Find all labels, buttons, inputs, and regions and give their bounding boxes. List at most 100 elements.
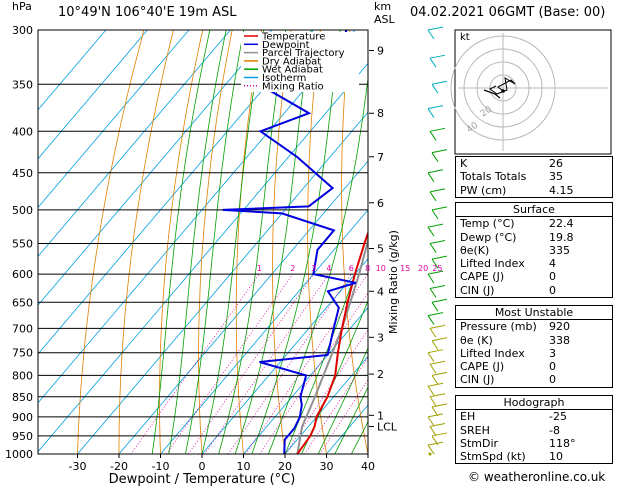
index-label: Totals Totals: [460, 170, 527, 184]
hodo-label: EH: [460, 410, 476, 424]
temperature-tick-label: 0: [199, 460, 206, 473]
wet-adiabat-line: [151, 30, 211, 454]
legend-label: Dewpoint: [262, 40, 310, 51]
surface-title: Surface: [513, 203, 555, 216]
mixing-ratio-label: 8: [365, 264, 370, 273]
wind-barb-flag: [429, 393, 446, 398]
pressure-tick-label: 850: [12, 391, 33, 404]
wind-barb-flag: [427, 312, 444, 317]
wind-barb: [431, 298, 448, 312]
dry-adiabat-line: [77, 30, 145, 454]
copyright-footer[interactable]: © weatheronline.co.uk: [468, 470, 606, 484]
hodograph: kt 20 40: [450, 29, 612, 155]
wind-barb: [429, 54, 446, 68]
km-tick-label: 5: [377, 243, 384, 256]
wind-barb-flag: [429, 127, 446, 132]
surface-value: 335: [549, 243, 570, 257]
km-tick-label: 1: [377, 409, 384, 422]
km-tick-label: 4: [377, 285, 384, 298]
surface-label: CAPE (J): [460, 270, 505, 284]
temperature-tick-label: -20: [110, 460, 128, 473]
wind-barb: [431, 371, 448, 385]
isotherm-line: [38, 30, 314, 355]
wind-barb-flag: [427, 382, 444, 387]
dry-adiabat-line: [159, 30, 204, 454]
hodo-value: -8: [549, 423, 560, 437]
surface-label: Lifted Index: [460, 257, 525, 271]
temperature-tick-label: -10: [152, 460, 170, 473]
mixing-ratio-line: [227, 273, 352, 454]
wind-barb: [427, 441, 444, 455]
hodograph-storm-motion: [501, 89, 505, 93]
wind-barb-staff: [429, 288, 437, 298]
wind-barb-flag: [431, 371, 448, 376]
hodo-value: 118°: [549, 436, 576, 450]
temperature-tick-label: 30: [320, 460, 334, 473]
most-unstable-title: Most Unstable: [494, 306, 574, 319]
isotherm-line: [118, 160, 368, 454]
wind-barb-surface: [428, 452, 432, 456]
temperature-profile: [296, 230, 368, 454]
wind-barb-staff: [427, 29, 435, 40]
surface-value: 22.4: [549, 217, 574, 231]
wind-barb-staff: [429, 191, 437, 202]
pressure-tick-label: 800: [12, 369, 33, 382]
wet-adiabat-line: [251, 30, 341, 454]
legend-label: Isotherm: [262, 73, 306, 84]
wind-barb-staff: [429, 328, 437, 338]
mixing-ratio-label: 4: [326, 264, 331, 273]
wind-barb-flag: [431, 80, 448, 85]
hodograph-trace-upper: [483, 89, 501, 99]
km-axis-asl: ASL: [374, 13, 395, 26]
wind-barb-staff: [431, 302, 439, 312]
wind-barb: [431, 80, 448, 94]
wind-barb-flag: [427, 223, 444, 228]
wind-barb-flag: [429, 239, 446, 244]
isotherm-line: [38, 30, 107, 111]
mixing-ratio-label: 6: [349, 264, 354, 273]
wind-barb-staff: [427, 385, 435, 396]
wet-adiabat-line: [317, 347, 368, 454]
legend-label: Mixing Ratio: [262, 81, 324, 92]
wind-barb-flag: [427, 105, 444, 110]
temperature-tick-label: 20: [278, 460, 292, 473]
mu-label: Lifted Index: [460, 346, 525, 360]
pressure-tick-label: 900: [12, 411, 33, 424]
wind-barb-staff: [429, 243, 437, 253]
wind-barb-flag: [431, 206, 448, 211]
wind-barb-flag: [431, 403, 448, 408]
wind-barb-flag: [427, 441, 444, 446]
hodograph-table-title: Hodograph: [503, 396, 565, 409]
isotherm-line: [38, 30, 273, 306]
pressure-tick-label: 600: [12, 268, 33, 281]
mixing-ratio-label: 10: [376, 264, 386, 273]
legend-label: Parcel Trajectory: [262, 48, 345, 59]
dry-adiabat-line: [406, 30, 451, 454]
km-tick-label: 3: [377, 331, 384, 344]
mu-label: CIN (J): [460, 373, 495, 387]
forecast-datetime: 04.02.2021 06GMT (Base: 00): [410, 5, 606, 20]
wind-barb: [427, 413, 444, 427]
mixing-ratio-label: 2: [290, 264, 295, 273]
km-tick-label: 2: [377, 368, 384, 381]
hodo-label: StmDir: [460, 436, 499, 450]
wind-barb-staff: [427, 416, 435, 427]
station-location: 10°49'N 106°40'E 19m ASL: [58, 5, 237, 20]
wet-adiabat-line: [268, 75, 368, 454]
wind-barb-staff: [427, 172, 435, 183]
wet-adiabat-line: [334, 386, 368, 454]
mu-value: 0: [549, 373, 556, 387]
wind-barb-staff: [429, 363, 437, 374]
mu-value: 0: [549, 360, 556, 374]
pressure-tick-label: 750: [12, 347, 33, 360]
wind-barb: [427, 382, 444, 396]
isotherm-line: [284, 355, 368, 454]
wind-barb-flag: [429, 188, 446, 193]
surface-value: 0: [549, 270, 556, 284]
wind-barb: [429, 188, 446, 202]
wind-barb: [427, 169, 444, 183]
isotherm-line: [77, 111, 368, 454]
wind-barb-flag: [429, 324, 446, 329]
mu-value: 3: [549, 346, 556, 360]
wind-barb: [431, 149, 448, 162]
